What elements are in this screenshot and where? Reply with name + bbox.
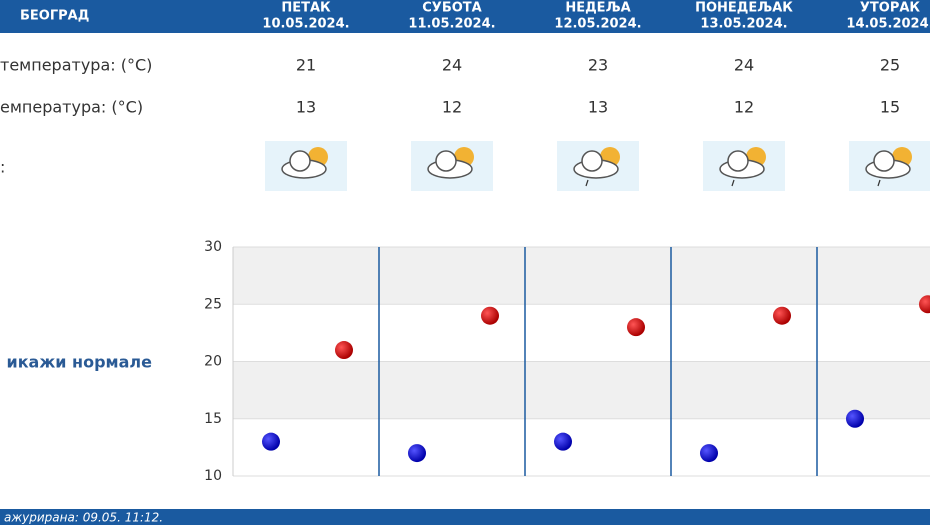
temp-value: 12 xyxy=(442,98,462,117)
icon-rain xyxy=(731,179,735,187)
icon-rain xyxy=(585,179,589,187)
row-label: : xyxy=(0,158,5,177)
day-name: НЕДЕЉА xyxy=(565,1,630,16)
day-date: 12.05.2024. xyxy=(554,17,641,32)
icon-cloud xyxy=(727,150,749,172)
temp-value: 13 xyxy=(296,98,316,117)
day-date: 13.05.2024. xyxy=(700,17,787,32)
y-tick-label: 15 xyxy=(204,411,222,427)
temp-point xyxy=(408,444,426,463)
day-name: УТОРАК xyxy=(860,1,921,16)
icon-rain xyxy=(877,179,881,187)
day-name: СУБОТА xyxy=(422,1,481,16)
temp-point xyxy=(262,432,280,451)
footer: ажурирана: 09.05. 11:12. xyxy=(4,511,163,525)
normals-toggle[interactable]: икажи нормале xyxy=(6,353,152,372)
temp-point xyxy=(554,432,572,451)
temp-value: 23 xyxy=(588,56,608,75)
icon-cloud xyxy=(435,150,457,172)
row-label: температура: (°C) xyxy=(0,56,152,75)
y-tick-label: 10 xyxy=(204,468,222,484)
icon-cloud xyxy=(581,150,603,172)
temp-value: 13 xyxy=(588,98,608,117)
footer-bar xyxy=(0,509,930,525)
day-date: 11.05.2024. xyxy=(408,17,495,32)
icon-cloud xyxy=(289,150,311,172)
temp-value: 24 xyxy=(442,56,462,75)
row-label: емпература: (°C) xyxy=(0,98,143,117)
temp-value: 24 xyxy=(734,56,754,75)
temp-value: 15 xyxy=(880,98,900,117)
temp-value: 21 xyxy=(296,56,316,75)
temp-point xyxy=(627,318,645,337)
y-tick-label: 25 xyxy=(204,296,222,312)
header-bar xyxy=(0,0,930,33)
temp-value: 12 xyxy=(734,98,754,117)
icon-cloud xyxy=(873,150,895,172)
temp-point xyxy=(481,306,499,325)
y-tick-label: 20 xyxy=(204,354,222,370)
temp-value: 25 xyxy=(880,56,900,75)
temp-point xyxy=(335,341,353,360)
temp-point xyxy=(919,295,930,314)
day-date: 10.05.2024. xyxy=(262,17,349,32)
temp-point xyxy=(700,444,718,463)
day-date: 14.05.2024. xyxy=(846,17,930,32)
grid-band xyxy=(233,247,930,305)
grid-band xyxy=(233,361,930,419)
temp-point xyxy=(846,409,864,428)
day-name: ПОНЕДЕЉАК xyxy=(695,1,793,16)
temp-point xyxy=(773,306,791,325)
day-name: ПЕТАК xyxy=(281,1,331,16)
city: БЕОГРАД xyxy=(20,9,89,24)
y-tick-label: 30 xyxy=(204,239,222,255)
